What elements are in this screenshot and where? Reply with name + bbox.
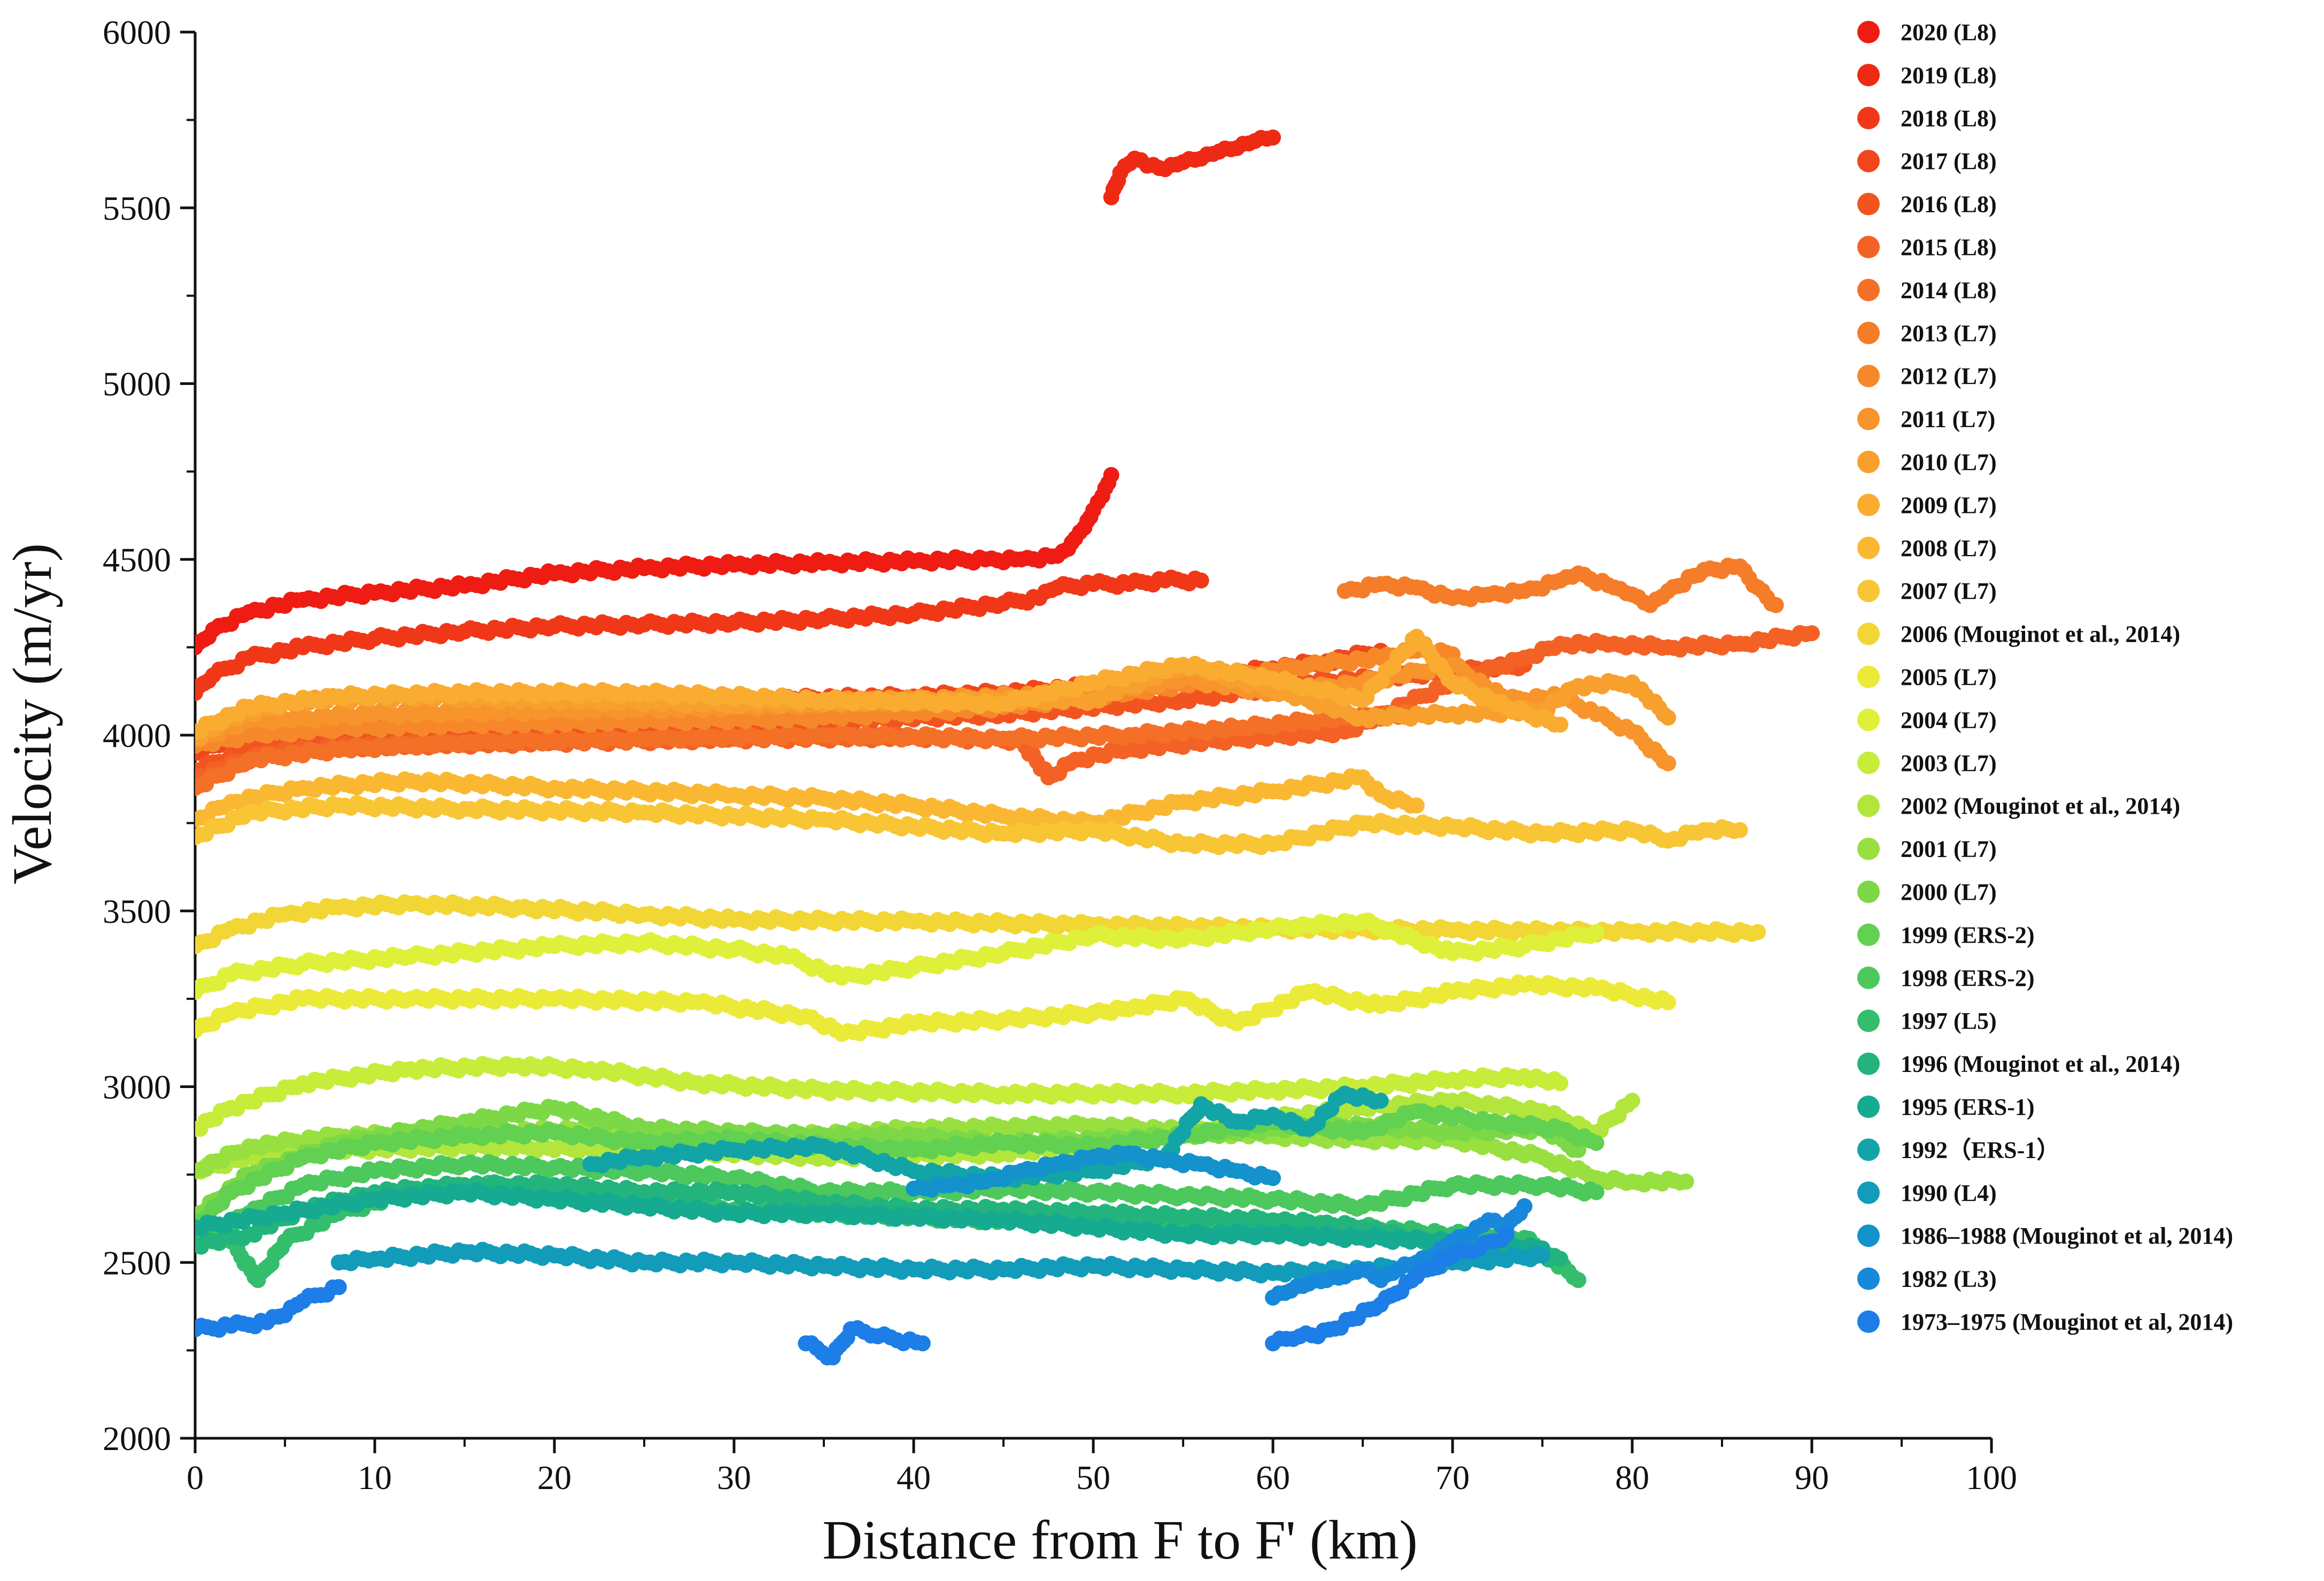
data-point (1193, 572, 1209, 589)
y-tick-label: 2500 (103, 1244, 171, 1282)
data-point (1767, 597, 1784, 613)
data-point (1408, 797, 1425, 814)
data-point (1552, 716, 1569, 733)
x-tick-label: 50 (1076, 1459, 1110, 1497)
data-point (1678, 1174, 1694, 1190)
x-tick-label: 60 (1256, 1459, 1290, 1497)
y-tick-label: 2000 (103, 1420, 171, 1457)
data-point (1588, 924, 1604, 940)
x-tick-label: 10 (358, 1459, 392, 1497)
data-point (1624, 1092, 1640, 1109)
data-point (1265, 129, 1281, 146)
x-tick-label: 70 (1435, 1459, 1470, 1497)
y-tick-label: 5500 (103, 189, 171, 227)
x-tick-label: 80 (1615, 1459, 1649, 1497)
x-tick-label: 90 (1795, 1459, 1829, 1497)
data-point (1732, 822, 1748, 838)
series-1 (195, 467, 1119, 655)
data-point (1660, 755, 1677, 772)
y-tick-label: 5000 (103, 365, 171, 403)
y-tick-label: 3000 (103, 1068, 171, 1106)
series-16 (195, 974, 1677, 1042)
data-point (1660, 709, 1677, 726)
y-tick-label: 3500 (103, 892, 171, 930)
x-tick-label: 0 (187, 1459, 204, 1497)
x-tick-label: 100 (1966, 1459, 2017, 1497)
series-8 (1337, 557, 1784, 613)
y-tick-label: 4500 (103, 541, 171, 579)
data-point (1750, 924, 1766, 940)
axes-group: 0 10 20 30 40 50 60 70 80 90 100 2000 2500 3000 3500 40… (103, 13, 2017, 1497)
data-point (1660, 994, 1677, 1011)
data-point (1552, 1075, 1569, 1091)
plot-area (195, 129, 1820, 1366)
series-3 (195, 569, 1209, 701)
y-tick-label: 4000 (103, 716, 171, 754)
data-point (1804, 625, 1820, 642)
x-tick-label: 20 (537, 1459, 572, 1497)
series-2 (1103, 129, 1281, 206)
data-point (1588, 1135, 1604, 1151)
x-tick-label: 30 (717, 1459, 751, 1497)
series-14 (195, 795, 1748, 855)
data-point (1103, 467, 1119, 483)
y-tick-label: 6000 (103, 13, 171, 51)
x-tick-label: 40 (897, 1459, 931, 1497)
